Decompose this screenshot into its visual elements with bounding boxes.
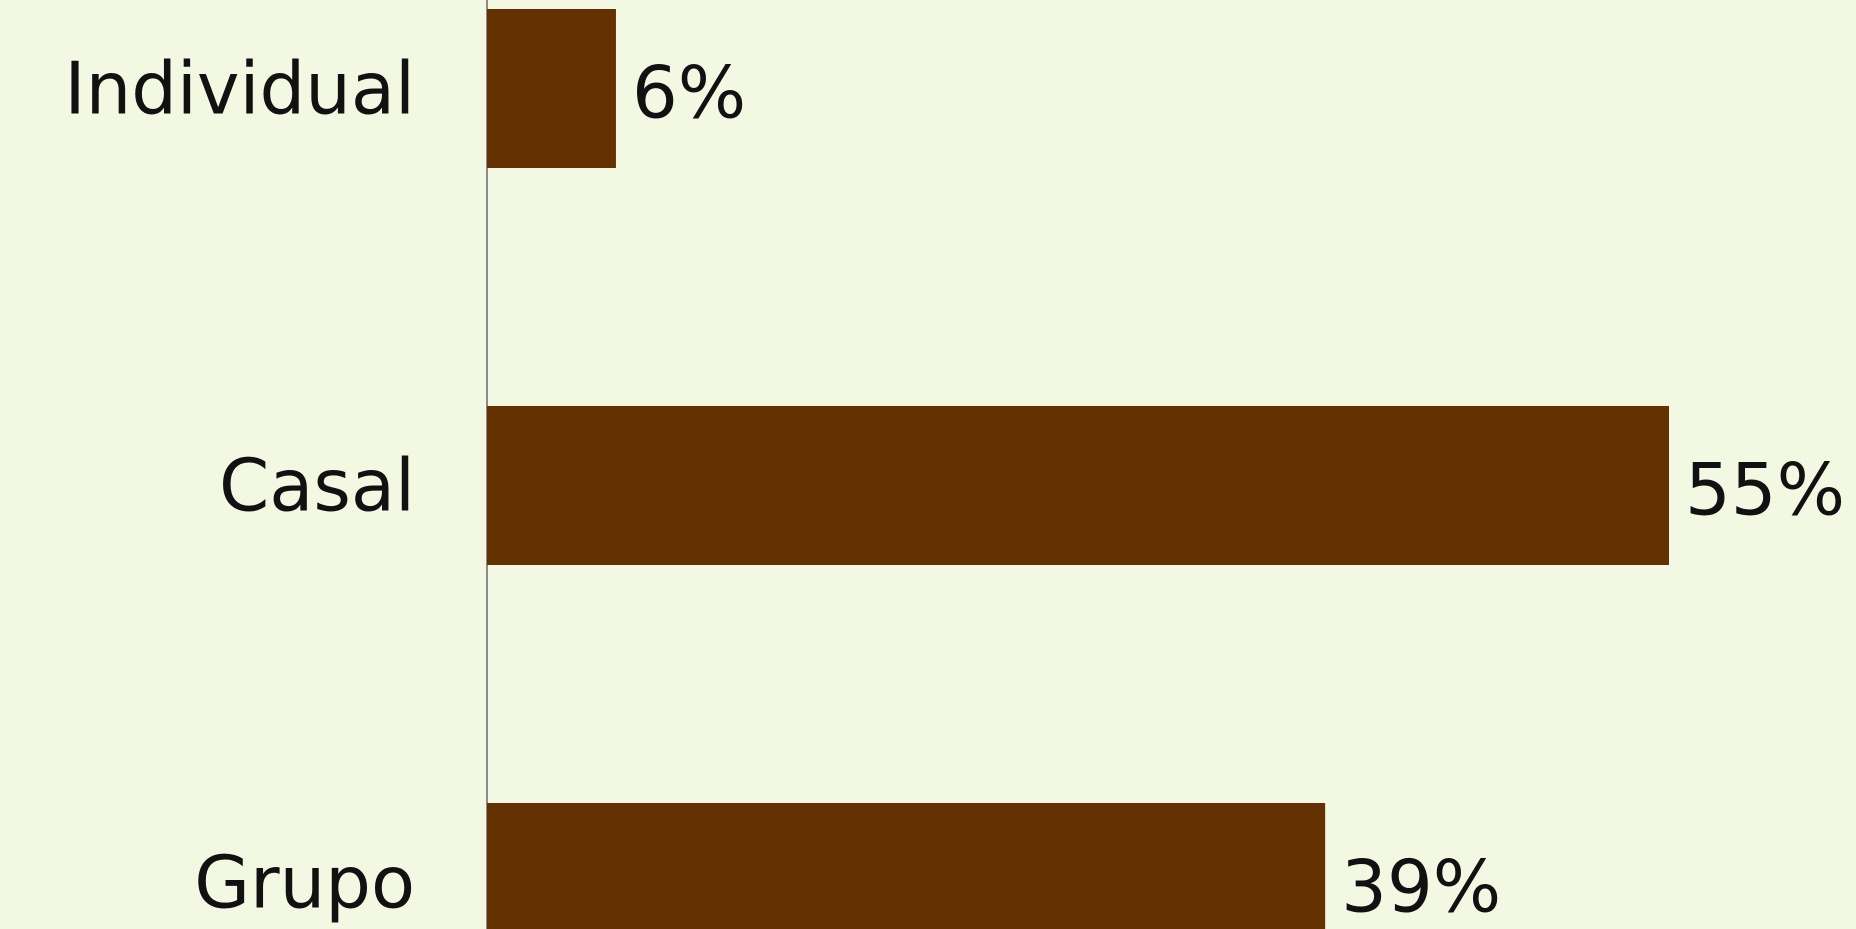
- bar-grupo: [487, 803, 1326, 929]
- bar-casal: [487, 406, 1669, 565]
- bar-individual: [487, 9, 616, 168]
- value-label-casal: 55%: [1685, 448, 1845, 532]
- category-label-individual: Individual: [64, 47, 415, 131]
- category-label-grupo: Grupo: [194, 841, 415, 925]
- category-label-casal: Casal: [219, 444, 415, 528]
- value-label-grupo: 39%: [1341, 845, 1501, 929]
- value-label-individual: 6%: [632, 51, 746, 135]
